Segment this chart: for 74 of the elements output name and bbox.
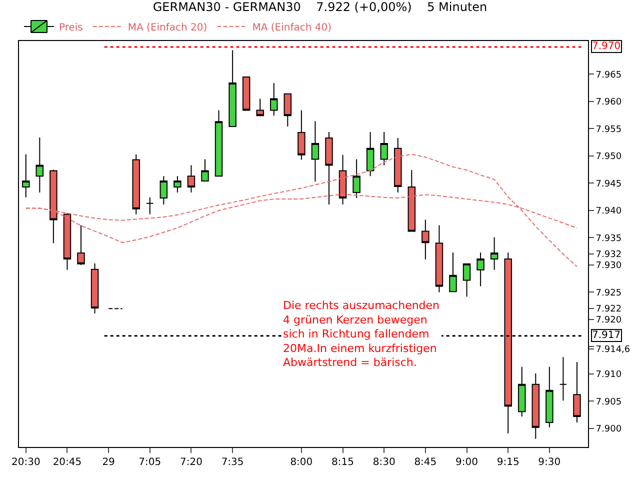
y-tick-label: 7.922 <box>596 304 622 315</box>
candlestick <box>462 263 471 298</box>
candlestick <box>546 366 554 428</box>
x-tick-label: 9:15 <box>496 457 520 468</box>
candlestick <box>50 169 58 244</box>
candlestick <box>63 212 72 270</box>
candlestick <box>201 158 209 182</box>
candlestick <box>132 154 140 215</box>
y-tick-label: 7.945 <box>596 179 622 190</box>
candlestick <box>90 262 99 314</box>
candlestick <box>518 366 526 417</box>
candlestick <box>256 98 264 116</box>
x-tick-label: 8:15 <box>332 457 354 468</box>
x-tick-label: 20:30 <box>11 457 40 468</box>
legend-label: MA (Einfach 20) <box>128 22 208 34</box>
candlestick <box>573 361 581 423</box>
candlestick <box>284 93 292 128</box>
y-tick-label: 7.905 <box>596 397 622 408</box>
candlestick <box>338 154 347 205</box>
candlestick <box>187 164 196 193</box>
x-tick-label: 20:45 <box>52 457 82 468</box>
candlestick <box>352 158 360 198</box>
x-tick-label: 7:05 <box>138 457 162 468</box>
candlestick <box>435 224 444 293</box>
candlestick <box>174 176 182 193</box>
candlestick <box>311 120 320 182</box>
candlestick <box>228 50 236 128</box>
candlestick <box>146 196 154 215</box>
x-tick-label: 8:30 <box>372 457 396 468</box>
candlestick <box>394 138 402 193</box>
candlestick <box>559 356 568 402</box>
annotation: Die rechts auszumachenden 4 grünen Kerzen bewegen sich in Richtung fallendem 20Ma.In einem kurzfristigen Abwärtstrend = bärisch. <box>283 299 440 370</box>
x-tick-label: 7:20 <box>180 457 202 468</box>
candlestick <box>422 219 430 260</box>
y-tick-label: 7.932 <box>596 250 622 260</box>
y-tick-label: 7.940 <box>596 206 622 217</box>
y-tick-label: 7.914,6 <box>596 345 630 356</box>
y-tick-label: 7.935 <box>596 234 622 244</box>
candlestick <box>325 132 333 205</box>
x-tick-label: 7:35 <box>221 457 244 468</box>
candlestick <box>366 132 374 177</box>
candlestick <box>532 372 540 440</box>
candlestick <box>160 176 168 205</box>
y-tick-label: 7.920 <box>596 316 622 326</box>
candlestick <box>22 154 30 198</box>
y-tick-label: 7.900 <box>596 424 622 435</box>
x-tick-label: 9:00 <box>456 457 478 468</box>
y-tick-label: 7.925 <box>596 288 622 298</box>
candlestick <box>476 252 484 287</box>
legend-label: MA (Einfach 40) <box>252 22 332 34</box>
legend-label: Preis <box>59 22 83 34</box>
x-tick-label: 29 <box>102 457 115 468</box>
y-tick-label: 7.955 <box>596 124 622 135</box>
candlestick <box>408 170 416 232</box>
x-tick-label: 9:30 <box>538 457 561 468</box>
candlestick <box>490 236 498 270</box>
x-tick-label: 8:45 <box>414 457 437 468</box>
ref-line-label: 7.917 <box>592 330 621 341</box>
y-tick-label: 7.950 <box>596 152 622 162</box>
chart-title: GERMAN30 - GERMAN30 7.922 (+0,00%) 5 Minuten <box>152 0 488 14</box>
candlestick <box>270 82 278 116</box>
y-tick-label: 7.910 <box>596 370 622 380</box>
ref-line-label: 7.970 <box>592 41 621 52</box>
candlestick <box>380 132 388 166</box>
x-tick-label: 8:00 <box>290 457 313 468</box>
y-tick-label: 7.960 <box>596 98 622 108</box>
candlestick <box>214 110 223 177</box>
candlestick <box>449 252 457 292</box>
y-tick-label: 7.965 <box>596 70 622 80</box>
candlestick <box>242 76 250 111</box>
candlestick <box>36 136 44 193</box>
y-tick-label: 7.930 <box>596 261 622 272</box>
candlestick <box>298 110 306 160</box>
candlestick <box>77 224 85 266</box>
